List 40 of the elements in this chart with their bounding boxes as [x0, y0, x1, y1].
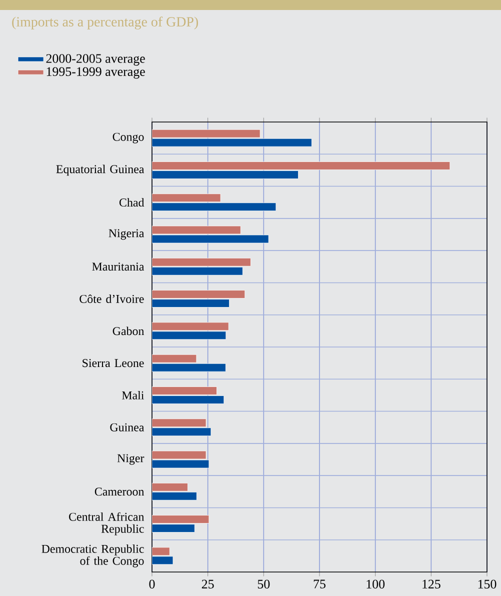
- bar: [152, 515, 210, 524]
- x-tick-label: 0: [149, 580, 155, 589]
- bar: [152, 492, 197, 500]
- bar: [152, 162, 450, 170]
- bar: [152, 202, 276, 212]
- bar: [152, 299, 230, 308]
- legend-label: 2000-2005 average: [46, 54, 145, 66]
- bar: [152, 482, 188, 492]
- x-tick-label: 100: [366, 580, 385, 589]
- bar: [152, 418, 206, 428]
- y-tick-label: Equatorial Guinea: [56, 164, 144, 176]
- x-tick-label: 150: [478, 580, 496, 589]
- bar: [152, 396, 224, 404]
- chart-title: (imports as a percentage of GDP): [12, 16, 198, 30]
- x-tick-label: 125: [422, 580, 440, 588]
- y-tick-label: Congo: [112, 132, 144, 144]
- bar: [152, 428, 212, 436]
- y-tick-label: Mali: [122, 391, 144, 400]
- bar: [152, 170, 298, 179]
- y-tick-label: Sierra Leone: [82, 359, 144, 368]
- bar: [152, 290, 246, 298]
- x-tick-label: 50: [258, 580, 270, 589]
- legend-label: 1995-1999 average: [46, 67, 145, 79]
- y-tick-label: Guinea: [110, 423, 144, 432]
- bar: [152, 266, 243, 276]
- y-tick-label: Central African Republic: [69, 512, 144, 536]
- y-tick-label: Mauritania: [92, 262, 144, 271]
- bar: [152, 524, 195, 532]
- y-tick-label: Democratic Republic of the Congo: [42, 544, 144, 568]
- bar: [152, 258, 251, 266]
- y-tick-label: Cameroon: [94, 488, 144, 496]
- bar: [152, 386, 217, 395]
- x-tick-label: 25: [202, 580, 214, 588]
- y-tick-label: Chad: [119, 198, 144, 207]
- y-tick-label: Côte d’Ivoire: [80, 294, 144, 303]
- y-tick-label: Gabon: [112, 326, 144, 336]
- x-tick-label: 75: [314, 580, 326, 588]
- y-tick-label: Niger: [117, 454, 144, 465]
- y-tick-label: Nigeria: [108, 229, 144, 240]
- bar: [152, 194, 221, 202]
